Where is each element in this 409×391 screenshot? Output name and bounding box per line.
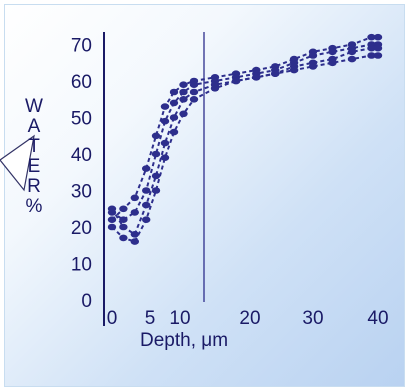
data-point [289, 66, 299, 74]
data-point [142, 201, 151, 209]
data-point [252, 74, 261, 81]
data-point [119, 223, 128, 231]
data-point [271, 70, 280, 77]
data-point [189, 88, 199, 96]
x-tick-labels: 0 5 10 20 30 40 [107, 308, 389, 329]
x-tick-label: 40 [367, 308, 388, 329]
callout-pointer [0, 134, 35, 192]
data-point [151, 150, 161, 158]
data-point [119, 216, 128, 223]
data-point [160, 154, 170, 161]
y-axis-label-letter: R [27, 176, 41, 197]
data-point [308, 52, 318, 59]
data-point [107, 216, 117, 223]
data-point [347, 55, 357, 63]
data-point [130, 231, 139, 238]
data-point [231, 77, 241, 85]
x-tick-label: 10 [169, 308, 190, 329]
y-tick-label: 30 [71, 182, 92, 203]
data-point [160, 139, 170, 147]
data-point [367, 44, 376, 52]
series-line-1 [111, 36, 378, 221]
y-tick-label: 40 [71, 145, 92, 166]
data-point [373, 44, 383, 52]
data-point [189, 81, 199, 88]
data-point [169, 88, 179, 96]
data-point [179, 81, 188, 88]
data-point [130, 238, 139, 245]
y-axis-label-letter: A [28, 116, 41, 137]
data-point [160, 117, 170, 125]
data-point [210, 85, 220, 92]
y-axis-label-letter: % [26, 196, 43, 217]
y-axis-label-letter: T [28, 136, 40, 157]
data-point [151, 172, 161, 180]
series-line-4 [111, 54, 378, 243]
data-point [119, 234, 128, 242]
y-axis-label-letter: W [25, 96, 43, 117]
y-tick-label: 0 [81, 291, 92, 312]
data-point [130, 209, 139, 216]
data-point [119, 205, 128, 213]
data-point [169, 99, 179, 107]
y-tick-label: 50 [71, 109, 92, 130]
x-tick-label: 30 [302, 308, 323, 329]
data-point [367, 33, 376, 41]
y-tick-label: 70 [71, 36, 92, 57]
data-point [142, 165, 151, 172]
data-point [169, 128, 179, 136]
data-point [189, 96, 199, 103]
y-axis-label-letter: E [28, 156, 41, 177]
data-point [151, 187, 161, 194]
data-point [169, 114, 179, 121]
series-line-2 [111, 43, 378, 221]
data-point [107, 223, 117, 231]
data-point [328, 48, 337, 56]
data-point [142, 216, 151, 223]
data-point [179, 96, 188, 103]
series-layer [107, 33, 383, 245]
series-line-3 [111, 47, 378, 236]
x-tick-label: 0 [107, 308, 118, 329]
data-point [151, 132, 161, 140]
data-point [130, 194, 139, 202]
data-point [308, 63, 318, 70]
data-point [347, 48, 357, 56]
x-tick-label: 5 [145, 308, 156, 329]
x-tick-label: 20 [239, 308, 260, 329]
y-tick-label: 60 [71, 72, 92, 93]
data-point [367, 52, 376, 59]
y-tick-labels: 0 10 20 30 40 50 60 70 [71, 36, 92, 313]
y-tick-label: 20 [71, 218, 92, 239]
data-point [328, 59, 337, 67]
data-point [107, 205, 117, 213]
data-point [373, 52, 383, 59]
x-axis-label: Depth, μm [140, 330, 228, 351]
data-point [373, 33, 383, 41]
data-point [160, 103, 170, 110]
data-point [179, 88, 188, 96]
y-tick-label: 10 [71, 255, 92, 276]
data-point [179, 110, 188, 118]
data-point [142, 187, 151, 194]
